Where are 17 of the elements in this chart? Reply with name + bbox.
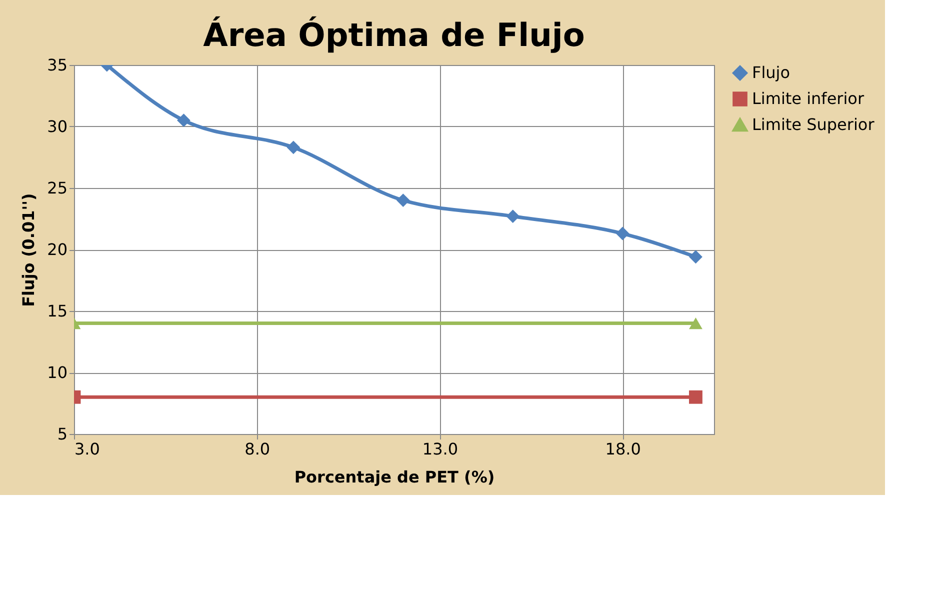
y-axis-title: Flujo (0.01'') [19,193,38,307]
y-tick-label: 20 [47,240,68,259]
y-tick-label: 15 [47,302,68,320]
chart-title: Área Óptima de Flujo [203,16,585,54]
x-tick-label: 18.0 [605,440,641,458]
y-tick-label: 30 [47,117,68,136]
x-tick-label: 3.0 [74,440,100,458]
y-tick-label: 25 [47,178,68,198]
y-tick-label: 5 [57,424,68,444]
legend-label: Flujo [752,63,790,82]
x-axis-title: Porcentaje de PET (%) [294,468,495,486]
y-tick-label: 35 [47,56,68,74]
legend-label: Limite inferior [752,89,864,108]
legend-label: Limite Superior [752,115,875,134]
x-tick-label: 8.0 [244,440,270,458]
y-tick-label: 10 [47,363,68,382]
x-tick-label: 13.0 [422,440,458,458]
